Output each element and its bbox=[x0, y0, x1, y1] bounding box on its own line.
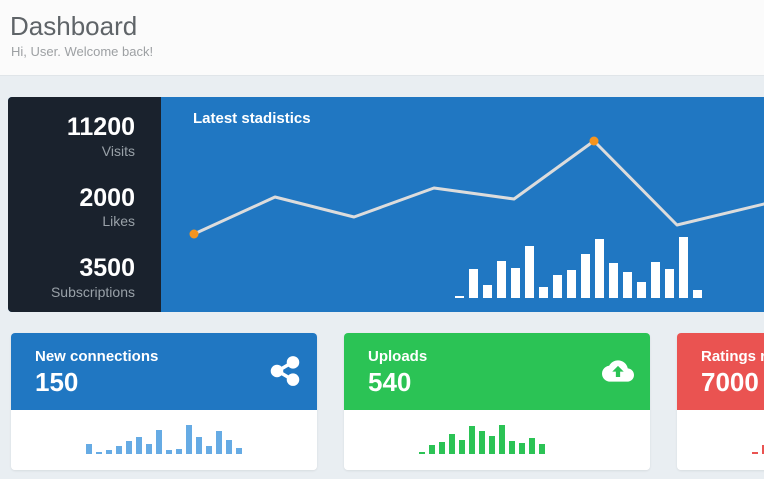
bar bbox=[752, 452, 758, 454]
card-title: Ratings received bbox=[701, 348, 764, 365]
stat-label: Likes bbox=[102, 213, 135, 230]
card-body bbox=[344, 410, 650, 470]
bar bbox=[116, 446, 122, 454]
card-header: New connections 150 bbox=[11, 333, 317, 410]
bar bbox=[499, 425, 505, 454]
uploads-sparkline bbox=[419, 425, 545, 454]
stats-summary-panel: 11200 Visits 2000 Likes 3500 Subscriptio… bbox=[8, 97, 161, 312]
card-new-connections[interactable]: New connections 150 bbox=[11, 333, 317, 470]
bar bbox=[469, 426, 475, 454]
bar bbox=[429, 445, 435, 454]
bar bbox=[762, 445, 764, 454]
stat-label: Visits bbox=[101, 142, 135, 159]
bar bbox=[96, 452, 102, 454]
bar bbox=[539, 444, 545, 454]
card-ratings-received[interactable]: Ratings received 7000 bbox=[677, 333, 764, 470]
card-title: New connections bbox=[35, 348, 159, 365]
new-connections-sparkline bbox=[86, 425, 242, 454]
stat-subscriptions: 3500 Subscriptions bbox=[8, 254, 135, 300]
bar bbox=[206, 446, 212, 454]
card-header: Uploads 540 bbox=[344, 333, 650, 410]
bar bbox=[497, 261, 506, 298]
bar bbox=[479, 431, 485, 454]
bar bbox=[236, 448, 242, 454]
card-value: 540 bbox=[368, 367, 412, 397]
bar bbox=[106, 450, 112, 454]
bar bbox=[469, 269, 478, 298]
card-body bbox=[11, 410, 317, 470]
card-header: Ratings received 7000 bbox=[677, 333, 764, 410]
bar bbox=[196, 437, 202, 454]
card-value: 7000 bbox=[701, 367, 759, 397]
page-title: Dashboard bbox=[10, 11, 138, 41]
bar bbox=[86, 444, 92, 454]
bar bbox=[166, 450, 172, 454]
stat-value: 2000 bbox=[79, 183, 135, 212]
bar bbox=[651, 262, 660, 298]
share-icon bbox=[269, 355, 301, 387]
page-header: Dashboard Hi, User. Welcome back! bbox=[0, 0, 764, 76]
card-uploads[interactable]: Uploads 540 bbox=[344, 333, 650, 470]
bar bbox=[519, 443, 525, 454]
bar bbox=[455, 296, 464, 298]
bar bbox=[581, 254, 590, 298]
stat-value: 3500 bbox=[79, 254, 135, 283]
bar bbox=[539, 287, 548, 298]
bar bbox=[146, 444, 152, 454]
bar bbox=[595, 239, 604, 298]
bar bbox=[489, 436, 495, 454]
bar bbox=[226, 440, 232, 454]
ratings-sparkline bbox=[752, 445, 764, 454]
bar bbox=[665, 269, 674, 298]
stat-visits: 11200 Visits bbox=[8, 113, 135, 159]
bar bbox=[623, 272, 632, 298]
bar bbox=[459, 440, 465, 454]
stat-likes: 2000 Likes bbox=[8, 184, 135, 230]
card-body bbox=[677, 410, 764, 470]
bar bbox=[529, 438, 535, 454]
bar bbox=[449, 434, 455, 454]
bar bbox=[439, 442, 445, 454]
page-subtitle: Hi, User. Welcome back! bbox=[11, 44, 154, 59]
bar bbox=[693, 290, 702, 298]
bar bbox=[679, 237, 688, 298]
stat-value: 11200 bbox=[66, 113, 135, 141]
panel-mini-bar-chart bbox=[455, 237, 702, 298]
bar bbox=[525, 246, 534, 298]
card-value: 150 bbox=[35, 367, 79, 397]
bar bbox=[126, 441, 132, 454]
bar bbox=[567, 270, 576, 298]
bar bbox=[136, 437, 142, 454]
bar bbox=[186, 425, 192, 454]
bar bbox=[609, 263, 618, 298]
stat-label: Subscriptions bbox=[50, 284, 135, 300]
cloud-upload-icon bbox=[602, 355, 634, 387]
card-title: Uploads bbox=[368, 348, 428, 365]
bar bbox=[483, 285, 492, 298]
chart-title: Latest stadistics bbox=[193, 110, 311, 127]
bar bbox=[509, 441, 515, 454]
bar bbox=[216, 431, 222, 454]
bar bbox=[419, 452, 425, 454]
line-chart bbox=[189, 136, 764, 239]
bar bbox=[511, 268, 520, 298]
bar bbox=[156, 430, 162, 454]
bar bbox=[553, 275, 562, 298]
bar bbox=[176, 449, 182, 454]
bar bbox=[637, 282, 646, 298]
statistics-panel: 11200 Visits 2000 Likes 3500 Subscriptio… bbox=[8, 97, 764, 312]
